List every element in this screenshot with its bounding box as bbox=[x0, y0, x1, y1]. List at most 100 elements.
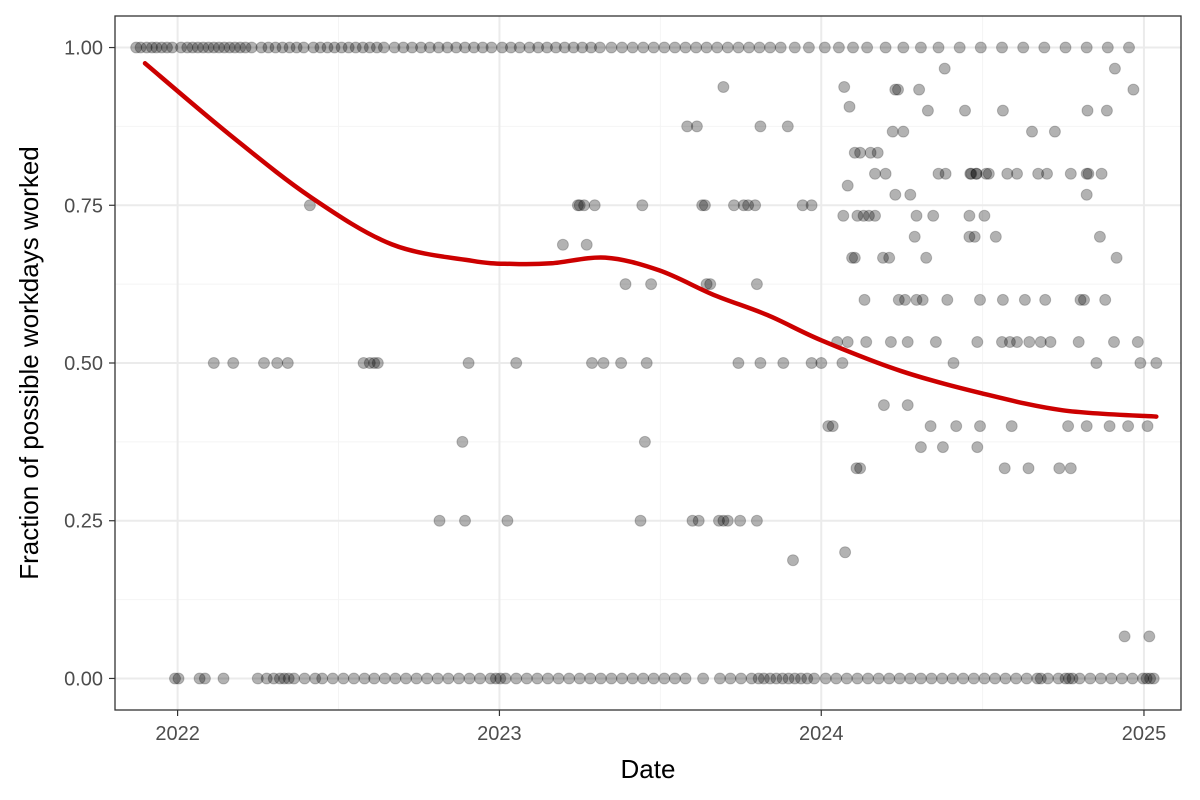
scatter-point bbox=[837, 209, 850, 222]
scatter-point bbox=[619, 278, 632, 291]
scatter-point bbox=[1081, 104, 1094, 117]
scatter-point bbox=[1059, 672, 1072, 685]
scatter-point bbox=[371, 357, 384, 369]
scatter-point bbox=[968, 230, 981, 243]
scatter-point bbox=[841, 336, 854, 348]
x-tick-label: 2024 bbox=[799, 723, 844, 745]
scatter-point bbox=[947, 357, 960, 369]
scatter-point bbox=[191, 41, 204, 54]
scatter-point bbox=[893, 672, 906, 685]
scatter-point bbox=[321, 41, 334, 54]
scatter-point bbox=[1039, 293, 1052, 306]
scatter-point bbox=[1134, 357, 1147, 369]
scatter-point bbox=[467, 41, 480, 54]
scatter-point bbox=[753, 41, 766, 54]
scatter-point bbox=[442, 672, 455, 685]
scatter-point bbox=[1144, 672, 1157, 685]
scatter-point bbox=[764, 41, 777, 54]
scatter-point bbox=[861, 41, 874, 54]
scatter-point bbox=[335, 41, 348, 54]
scatter-point bbox=[605, 672, 618, 685]
scatter-point bbox=[862, 209, 875, 222]
scatter-point bbox=[1150, 357, 1163, 369]
scatter-point bbox=[996, 336, 1008, 348]
scatter-point bbox=[406, 41, 419, 54]
scatter-point bbox=[681, 120, 694, 133]
scatter-point bbox=[1072, 336, 1085, 348]
scatter-point bbox=[615, 357, 628, 369]
scatter-point bbox=[370, 41, 383, 54]
scatter-point bbox=[920, 251, 933, 264]
scatter-point bbox=[910, 293, 923, 306]
scatter-point bbox=[787, 554, 799, 567]
scatter-point bbox=[897, 41, 910, 54]
scatter-point bbox=[647, 41, 660, 54]
scatter-point bbox=[832, 41, 845, 54]
scatter-point bbox=[1074, 293, 1087, 306]
scatter-point bbox=[776, 672, 789, 685]
scatter-point bbox=[1105, 672, 1118, 685]
x-axis-title: Date bbox=[621, 754, 676, 784]
scatter-point bbox=[728, 199, 740, 212]
scatter-point bbox=[1115, 672, 1128, 685]
scatter-point bbox=[234, 41, 247, 54]
scatter-points bbox=[130, 41, 1163, 685]
scatter-point bbox=[207, 41, 220, 54]
scatter-point bbox=[281, 357, 294, 369]
scatter-point bbox=[936, 672, 949, 685]
scatter-point bbox=[400, 672, 412, 685]
scatter-point bbox=[269, 41, 282, 54]
scatter-point bbox=[974, 41, 987, 54]
scatter-point bbox=[690, 120, 703, 133]
scatter-point bbox=[658, 41, 671, 54]
scatter-point bbox=[892, 293, 905, 306]
scatter-point bbox=[1100, 104, 1113, 117]
scatter-point bbox=[298, 672, 311, 685]
scatter-point bbox=[964, 167, 977, 180]
scatter-point bbox=[573, 672, 586, 685]
scatter-point bbox=[764, 672, 777, 685]
scatter-point bbox=[532, 41, 545, 54]
scatter-point bbox=[967, 672, 980, 685]
scatter-point bbox=[921, 104, 934, 117]
scatter-point bbox=[227, 357, 240, 369]
scatter-point bbox=[378, 672, 391, 685]
scatter-point bbox=[750, 278, 763, 291]
scatter-point bbox=[1048, 125, 1061, 138]
scatter-point bbox=[732, 41, 745, 54]
scatter-point bbox=[140, 41, 153, 54]
scatter-point bbox=[1062, 420, 1075, 433]
scatter-point bbox=[808, 672, 821, 685]
scatter-point bbox=[843, 100, 856, 113]
scatter-point bbox=[795, 672, 807, 685]
scatter-point bbox=[743, 41, 755, 54]
scatter-point bbox=[788, 41, 801, 54]
scatter-point bbox=[1034, 336, 1047, 348]
scatter-point bbox=[1066, 672, 1079, 685]
scatter-point bbox=[474, 672, 486, 685]
scatter-point bbox=[1059, 41, 1072, 54]
scatter-point bbox=[734, 514, 747, 527]
scatter-point bbox=[585, 41, 598, 54]
scatter-point bbox=[172, 672, 185, 685]
scatter-point bbox=[963, 209, 976, 222]
scatter-point bbox=[668, 672, 681, 685]
scatter-point bbox=[754, 357, 767, 369]
scatter-point bbox=[459, 41, 471, 54]
scatter-point bbox=[1108, 62, 1121, 75]
scatter-point bbox=[717, 81, 730, 93]
y-tick-label: 0.25 bbox=[64, 511, 103, 533]
scatter-point bbox=[616, 41, 628, 54]
scatter-point bbox=[1090, 357, 1103, 369]
scatter-point bbox=[282, 672, 295, 685]
y-tick-label: 0.00 bbox=[64, 668, 103, 690]
scatter-point bbox=[884, 336, 897, 348]
scatter-point bbox=[410, 672, 423, 685]
scatter-point bbox=[456, 435, 469, 448]
scatter-point bbox=[130, 41, 143, 54]
scatter-point bbox=[974, 420, 986, 433]
scatter-point bbox=[273, 672, 286, 685]
scatter-point bbox=[1095, 167, 1108, 180]
scatter-point bbox=[883, 672, 896, 685]
scatter-point bbox=[552, 672, 565, 685]
